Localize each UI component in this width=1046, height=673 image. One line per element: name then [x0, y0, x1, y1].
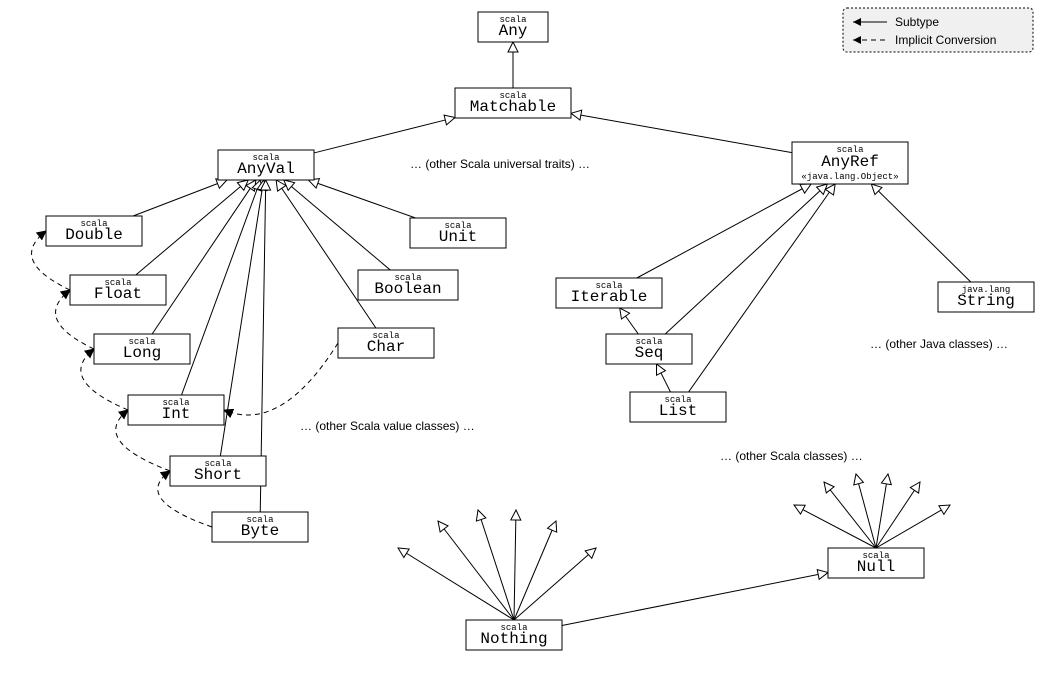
fan-edge-nothing-3	[514, 510, 516, 620]
fan-edge-null-0	[794, 505, 876, 548]
node-name-string: String	[957, 292, 1015, 310]
node-any: scalaAny	[478, 12, 548, 42]
node-char: scalaChar	[338, 328, 434, 358]
node-double: scalaDouble	[46, 216, 142, 246]
node-name-long: Long	[123, 344, 161, 362]
subtype-edge-unit-anyval	[308, 180, 415, 218]
node-name-nothing: Nothing	[480, 630, 547, 648]
node-name-short: Short	[194, 466, 242, 484]
subtype-edge-seq-anyref	[665, 184, 827, 334]
legend-label-solid: Subtype	[895, 15, 939, 29]
subtype-edge-nothing-null	[562, 573, 828, 626]
node-short: scalaShort	[170, 456, 266, 486]
subtype-edge-list-anyref	[689, 184, 836, 392]
node-name-float: Float	[94, 285, 142, 303]
node-unit: scalaUnit	[410, 218, 506, 248]
subtype-edge-iterable-anyref	[637, 184, 811, 278]
subtype-edge-list-seq	[657, 364, 671, 392]
fan-edge-null-1	[824, 482, 876, 548]
fan-edge-nothing-0	[398, 548, 514, 620]
note-universal: … (other Scala universal traits) …	[410, 157, 590, 171]
node-byte: scalaByte	[212, 512, 308, 542]
node-boolean: scalaBoolean	[358, 270, 458, 300]
node-name-double: Double	[65, 226, 123, 244]
node-sub-anyref: «java.lang.Object»	[801, 172, 898, 182]
note-valueclasses: … (other Scala value classes) …	[300, 419, 475, 433]
fan-edge-null-3	[876, 474, 888, 548]
legend-label-dashed: Implicit Conversion	[895, 33, 996, 47]
node-float: scalaFloat	[70, 275, 166, 305]
subtype-edge-string-anyref	[871, 184, 970, 282]
fan-edge-nothing-4	[514, 521, 556, 620]
node-name-boolean: Boolean	[374, 280, 441, 298]
node-name-iterable: Iterable	[571, 288, 648, 306]
node-name-anyref: AnyRef	[821, 153, 879, 171]
implicit-edge-char-int	[224, 343, 338, 415]
subtype-edge-anyref-matchable	[571, 113, 792, 152]
node-null: scalaNull	[828, 548, 924, 578]
fan-edge-null-4	[876, 482, 920, 548]
node-seq: scalaSeq	[606, 334, 692, 364]
subtype-edge-seq-iterable	[620, 308, 639, 334]
node-iterable: scalaIterable	[556, 278, 662, 308]
node-name-null: Null	[857, 558, 895, 576]
node-name-int: Int	[162, 405, 191, 423]
node-int: scalaInt	[128, 395, 224, 425]
fan-edge-null-2	[856, 474, 876, 548]
fan-edge-nothing-5	[514, 548, 596, 620]
fan-edge-nothing-2	[478, 510, 514, 620]
node-list: scalaList	[630, 392, 726, 422]
node-name-byte: Byte	[241, 522, 279, 540]
node-anyval: scalaAnyVal	[218, 150, 314, 180]
note-javaclasses: … (other Java classes) …	[870, 337, 1008, 351]
node-name-char: Char	[367, 338, 405, 356]
subtype-edge-anyval-matchable	[314, 118, 455, 153]
node-name-list: List	[659, 402, 697, 420]
node-string: java.langString	[938, 282, 1034, 312]
subtype-edge-char-anyval	[276, 180, 376, 328]
node-anyref: scalaAnyRef«java.lang.Object»	[792, 142, 908, 184]
subtype-edge-boolean-anyval	[284, 180, 391, 270]
node-name-anyval: AnyVal	[237, 160, 295, 178]
node-name-seq: Seq	[635, 344, 664, 362]
node-name-matchable: Matchable	[470, 98, 556, 116]
fan-edge-null-5	[876, 505, 950, 548]
note-scalaclasses: … (other Scala classes) …	[720, 449, 863, 463]
subtype-edge-int-anyval	[182, 180, 261, 395]
scala-type-hierarchy-diagram: scalaAny scalaMatchable scalaAnyVal scalaAn…	[0, 0, 1046, 673]
node-long: scalaLong	[94, 334, 190, 364]
subtype-edge-float-anyval	[136, 180, 248, 275]
node-name-any: Any	[499, 22, 528, 40]
subtype-edge-double-anyval	[133, 180, 227, 216]
node-matchable: scalaMatchable	[455, 88, 571, 118]
fan-edge-nothing-1	[438, 521, 514, 620]
node-name-unit: Unit	[439, 228, 477, 246]
node-nothing: scalaNothing	[466, 620, 562, 650]
